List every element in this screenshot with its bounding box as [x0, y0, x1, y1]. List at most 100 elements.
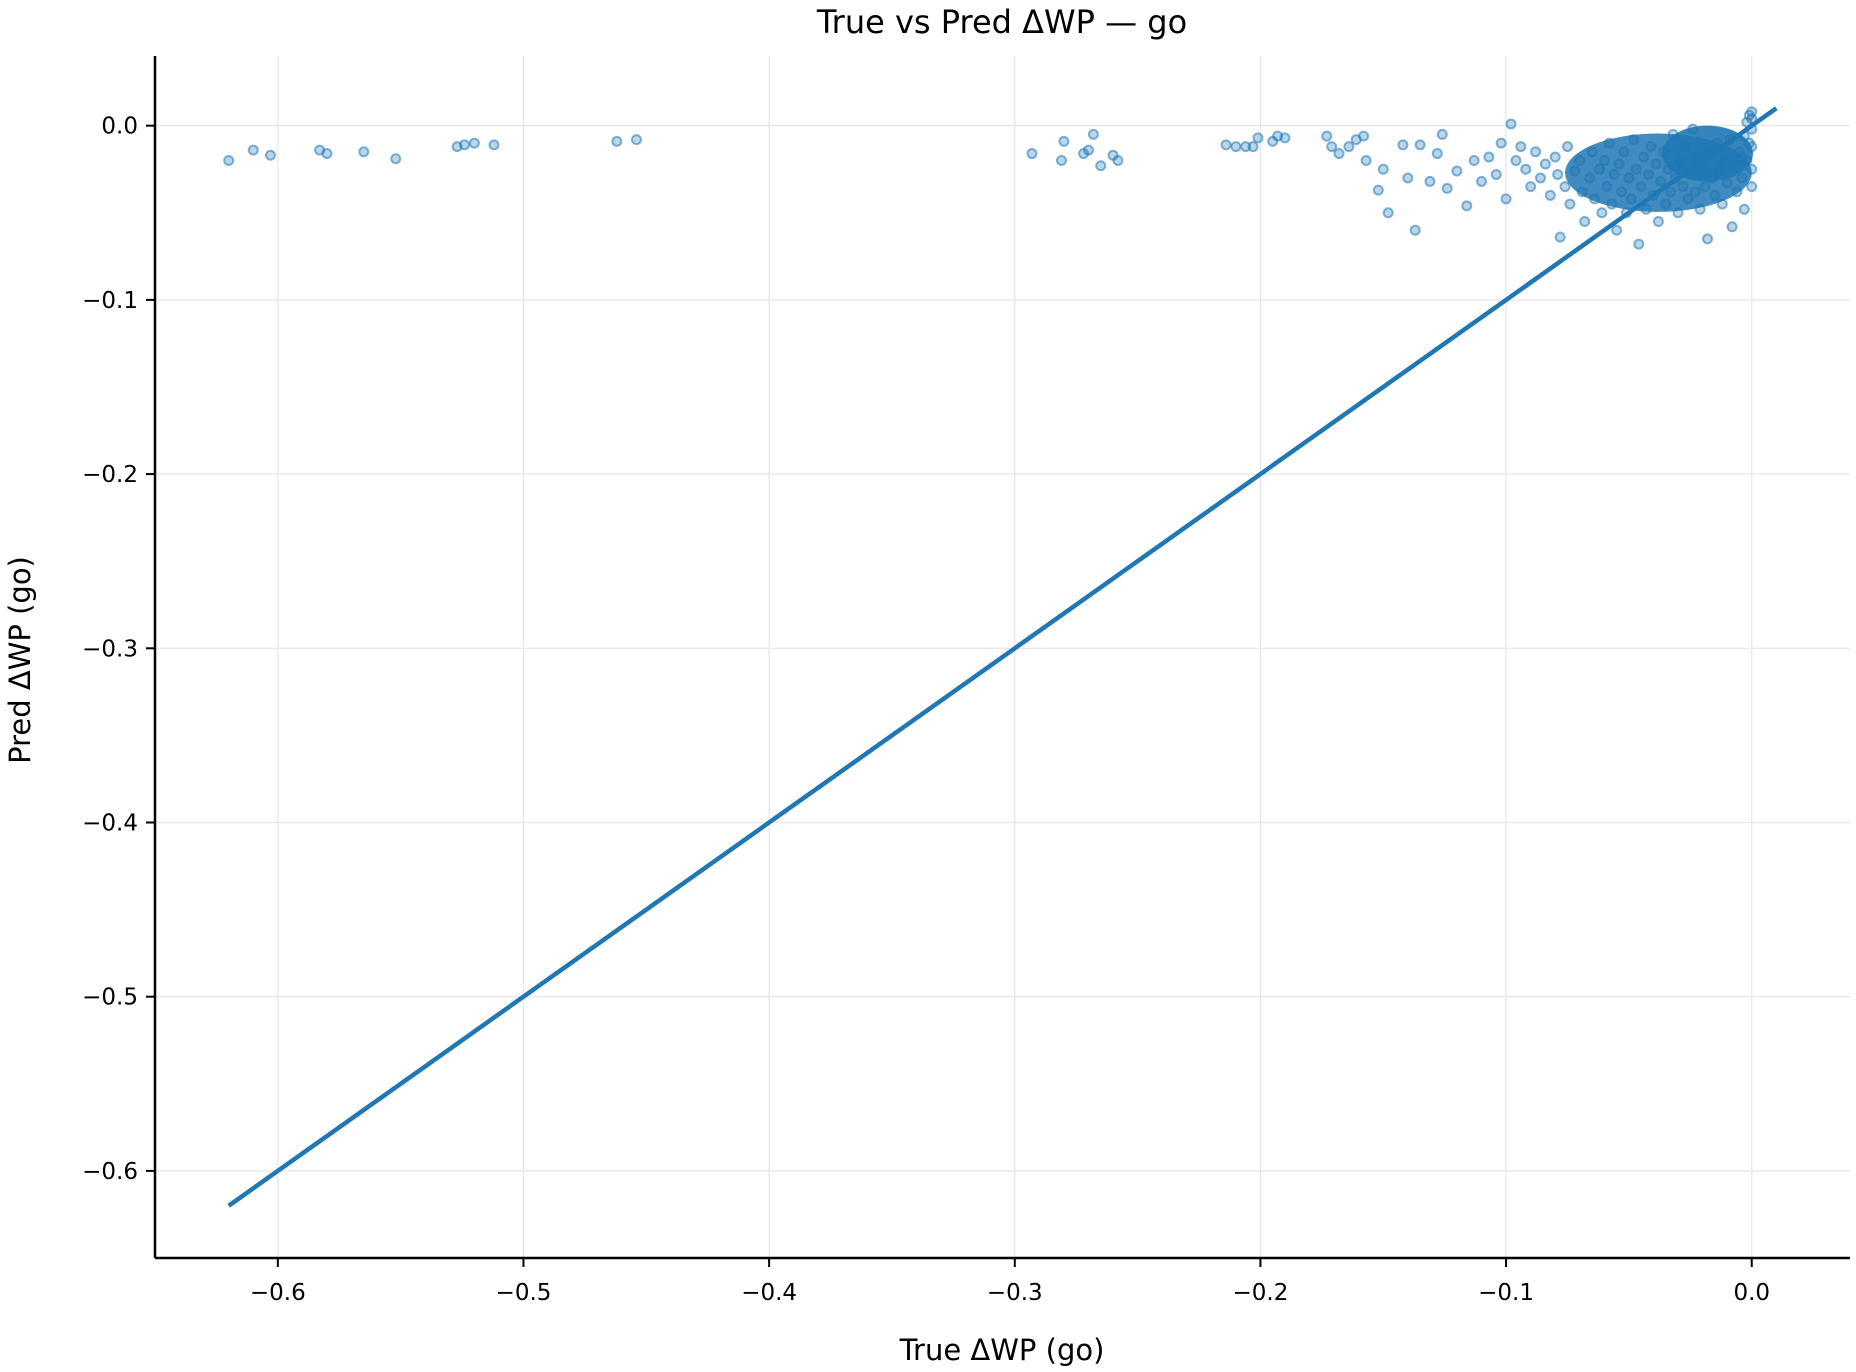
scatter-point	[1095, 160, 1107, 172]
y-tick-label: −0.2	[82, 462, 138, 488]
scatter-point	[1714, 163, 1726, 175]
scatter-point	[1630, 163, 1642, 175]
scatter-point	[1584, 172, 1596, 184]
scatter-point	[1682, 193, 1694, 205]
y-tick-label: 0.0	[101, 114, 138, 140]
scatter-point	[1483, 151, 1495, 163]
scatter-point	[1397, 139, 1409, 151]
y-tick-label: −0.5	[82, 985, 138, 1011]
scatter-point	[1638, 151, 1650, 163]
scatter-point	[1230, 141, 1242, 153]
scatter-point	[1358, 130, 1370, 142]
scatter-point	[1476, 175, 1488, 187]
scatter-point	[1451, 165, 1463, 177]
scatter-point	[1360, 155, 1372, 167]
scatter-point	[459, 139, 471, 151]
scatter-point	[1625, 193, 1637, 205]
scatter-point	[1613, 158, 1625, 170]
x-tick-label: −0.1	[1478, 1280, 1534, 1306]
x-tick-label: −0.5	[496, 1280, 552, 1306]
scatter-point	[1377, 163, 1389, 175]
x-tick-label: −0.6	[250, 1280, 306, 1306]
scatter-point	[1598, 155, 1610, 167]
y-tick-label: −0.1	[82, 288, 138, 314]
scatter-point	[1603, 137, 1615, 149]
scatter-point	[1606, 198, 1618, 210]
scatter-point	[1731, 186, 1743, 198]
scatter-point	[223, 155, 235, 167]
scatter-point	[1593, 163, 1605, 175]
scatter-point	[1431, 148, 1443, 160]
scatter-point	[1643, 168, 1655, 180]
scatter-point	[1461, 200, 1473, 212]
scatter-point	[1414, 139, 1426, 151]
scatter-point	[390, 153, 402, 165]
scatter-point	[1112, 155, 1124, 167]
scatter-point	[1640, 203, 1652, 215]
scatter-point	[321, 148, 333, 160]
scatter-point	[1709, 189, 1721, 201]
scatter-point	[1660, 198, 1672, 210]
scatter-point	[1500, 193, 1512, 205]
scatter-point	[1082, 144, 1094, 156]
scatter-point	[1657, 146, 1669, 158]
chart-title: True vs Pred ΔWP — go	[816, 3, 1187, 41]
scatter-point	[1510, 155, 1522, 167]
axes	[153, 56, 1850, 1260]
scatter-point	[1579, 215, 1591, 227]
scatter-point	[1706, 172, 1718, 184]
scatter-point	[1247, 141, 1259, 153]
y-tick-label: −0.6	[82, 1159, 138, 1185]
scatter-point	[1544, 189, 1556, 201]
scatter-point	[1699, 181, 1711, 193]
scatter-point	[488, 139, 500, 151]
scatter-point	[1530, 146, 1542, 158]
scatter-point	[1515, 141, 1527, 153]
scatter-point	[1055, 155, 1067, 167]
x-tick-label: 0.0	[1733, 1280, 1770, 1306]
scatter-point	[1679, 141, 1691, 153]
x-tick-label: −0.3	[987, 1280, 1043, 1306]
scatter-point	[1736, 172, 1748, 184]
scatter-point	[1058, 135, 1070, 147]
scatter-point	[1665, 186, 1677, 198]
scatter-point	[1694, 203, 1706, 215]
scatter-point	[1372, 184, 1384, 196]
scatter-point	[1702, 233, 1714, 245]
scatter-point	[1562, 141, 1573, 153]
scatter-point	[1721, 177, 1733, 189]
scatter-point	[1436, 128, 1448, 140]
scatter-point	[1402, 172, 1414, 184]
scatter-point	[1552, 168, 1564, 180]
scatter-point	[1490, 168, 1502, 180]
scatter-point	[1525, 181, 1537, 193]
scatter-point	[1534, 172, 1546, 184]
scatter-point	[611, 135, 623, 147]
scatter-point	[247, 144, 259, 156]
scatter-point	[630, 134, 642, 146]
y-axis-title: Pred ΔWP (go)	[3, 556, 37, 764]
scatter-point	[468, 137, 480, 149]
scatter-point	[1026, 148, 1038, 160]
scatter-point	[1382, 207, 1394, 219]
scatter-point	[1549, 151, 1561, 163]
scatter-point	[1424, 175, 1436, 187]
scatter-point	[1520, 163, 1532, 175]
scatter-point	[1586, 146, 1598, 158]
scatter-point	[1554, 231, 1566, 243]
scatter-point	[1616, 186, 1628, 198]
scatter-point	[358, 146, 370, 158]
scatter-point	[1441, 182, 1453, 194]
gridlines	[155, 56, 1850, 1258]
scatter-point	[1677, 181, 1689, 193]
scatter-point	[1628, 134, 1640, 146]
scatter-point	[1655, 175, 1667, 187]
scatter-point	[1746, 181, 1758, 193]
scatter-point	[1738, 203, 1750, 215]
scatter-point	[1321, 130, 1333, 142]
scatter-point	[1220, 139, 1232, 151]
scatter-point	[1564, 198, 1576, 210]
scatter-point	[1667, 128, 1679, 140]
scatter-point	[1574, 155, 1586, 167]
scatter-point	[1645, 141, 1657, 153]
